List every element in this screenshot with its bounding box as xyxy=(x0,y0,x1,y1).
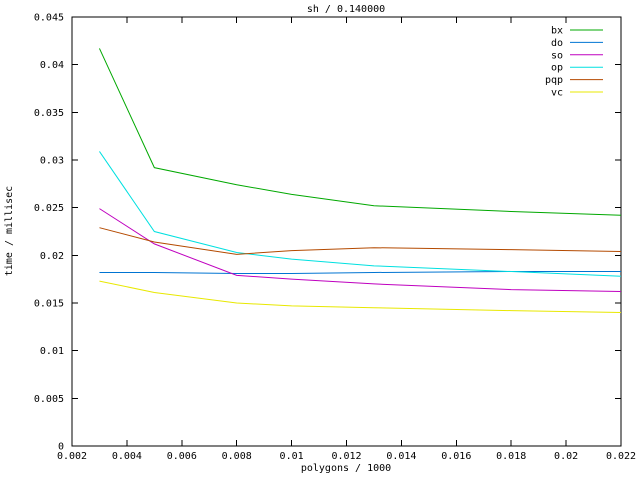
data-series xyxy=(98,48,622,314)
y-tick-label: 0.02 xyxy=(40,251,64,262)
y-tick-label: 0.01 xyxy=(40,346,64,357)
series-line-vc xyxy=(99,280,622,314)
y-axis-label: time / millisec xyxy=(4,186,15,276)
legend-label-so: so xyxy=(551,50,563,61)
series-line-so xyxy=(99,208,622,293)
y-tick-label: 0.005 xyxy=(34,394,64,405)
legend-label-pqp: pqp xyxy=(545,75,563,86)
chart-title: sh / 0.140000 xyxy=(307,4,385,15)
legend-label-bx: bx xyxy=(551,26,563,37)
x-tick-label: 0.006 xyxy=(167,451,197,462)
legend-label-op: op xyxy=(551,63,563,74)
y-tick-label: 0.03 xyxy=(40,156,64,167)
x-tick-label: 0.02 xyxy=(554,451,578,462)
y-tick-label: 0.045 xyxy=(34,13,64,24)
x-tick-label: 0.022 xyxy=(606,451,636,462)
x-axis-label: polygons / 1000 xyxy=(301,463,391,474)
x-tick-label: 0.016 xyxy=(441,451,471,462)
x-tick-label: 0.014 xyxy=(386,451,416,462)
plot-axes: 0.002 0.004 0.006 0.008 0.01 0.012 0.014 0.016 0… xyxy=(34,13,636,463)
x-tick-label: 0.008 xyxy=(222,451,252,462)
x-tick-label: 0.018 xyxy=(496,451,526,462)
x-tick-label: 0.002 xyxy=(57,451,87,462)
series-line-op xyxy=(99,151,622,277)
x-tick-label: 0.01 xyxy=(280,451,304,462)
series-line-pqp xyxy=(99,227,622,255)
series-line-bx xyxy=(98,48,622,216)
legend-label-vc: vc xyxy=(551,88,563,99)
y-tick-label: 0.035 xyxy=(34,108,64,119)
y-tick-label: 0.025 xyxy=(34,203,64,214)
y-tick-label: 0 xyxy=(58,442,64,453)
legend-label-do: do xyxy=(551,38,563,49)
x-tick-label: 0.012 xyxy=(331,451,361,462)
x-tick-label: 0.004 xyxy=(112,451,142,462)
y-tick-label: 0.015 xyxy=(34,299,64,310)
y-tick-label: 0.04 xyxy=(40,60,64,71)
